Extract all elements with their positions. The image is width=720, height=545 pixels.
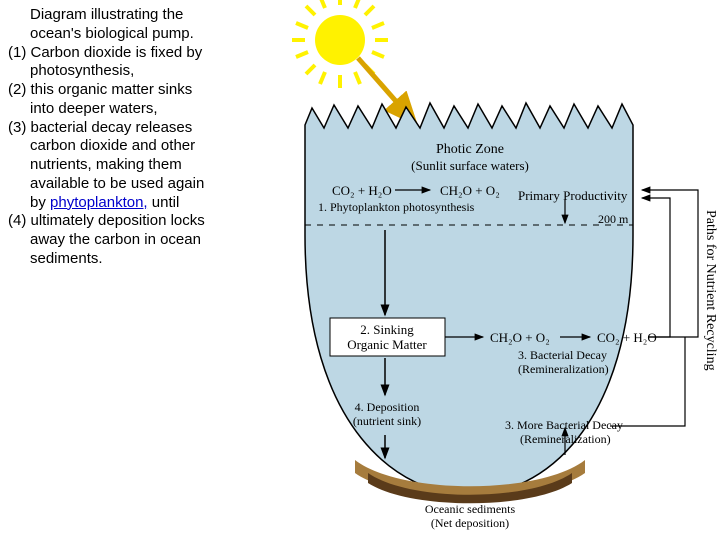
sediments-label: Oceanic sediments (425, 502, 515, 517)
netdep-label: (Net deposition) (431, 516, 509, 531)
step3more-label: 3. More Bacterial Decay (505, 418, 623, 433)
step2-label: 2. Sinking (360, 322, 413, 338)
eq2-left: CH₂O + O₂ (490, 330, 550, 346)
item-2: (2) this organic matter sinks into deepe… (8, 81, 218, 119)
photic-zone-title: Photic Zone (436, 142, 504, 158)
sun-icon (292, 0, 415, 123)
item-1: (1) Carbon dioxide is fixed by photosynt… (8, 44, 218, 82)
intro-text: Diagram illustrating the ocean's biologi… (8, 6, 218, 44)
eq1-left: CO₂ + H₂O (332, 183, 392, 199)
step3moreb-label: (Remineralization) (520, 432, 611, 447)
eq2-right: CO₂ + H₂O (597, 330, 657, 346)
step1-label: 1. Phytoplankton photosynthesis (318, 200, 474, 215)
step4b-label: (nutrient sink) (353, 414, 421, 429)
phytoplankton-link[interactable]: phytoplankton, (50, 194, 148, 211)
side-recycling-label: Paths for Nutrient Recycling (702, 210, 718, 371)
recycle-path-mid (642, 198, 670, 337)
step2b-label: Organic Matter (347, 337, 427, 353)
description-text: Diagram illustrating the ocean's biologi… (8, 6, 218, 269)
photic-zone-subtitle: (Sunlit surface waters) (411, 158, 529, 174)
depth-label: 200 m (598, 212, 628, 227)
step4-label: 4. Deposition (355, 400, 420, 415)
item-3: (3) bacterial decay releases carbon diox… (8, 119, 218, 213)
primary-productivity-label: Primary Productivity (518, 188, 627, 204)
recycle-path-lower (610, 337, 685, 426)
item-3-after: until (148, 194, 180, 211)
step3-label: 3. Bacterial Decay (518, 348, 607, 363)
diagram-svg (230, 0, 720, 540)
biological-pump-diagram: Photic Zone (Sunlit surface waters) CO₂ … (230, 0, 720, 540)
step3b-label: (Remineralization) (518, 362, 609, 377)
item-4: (4) ultimately deposition locks away the… (8, 212, 218, 268)
eq1-right: CH₂O + O₂ (440, 183, 500, 199)
